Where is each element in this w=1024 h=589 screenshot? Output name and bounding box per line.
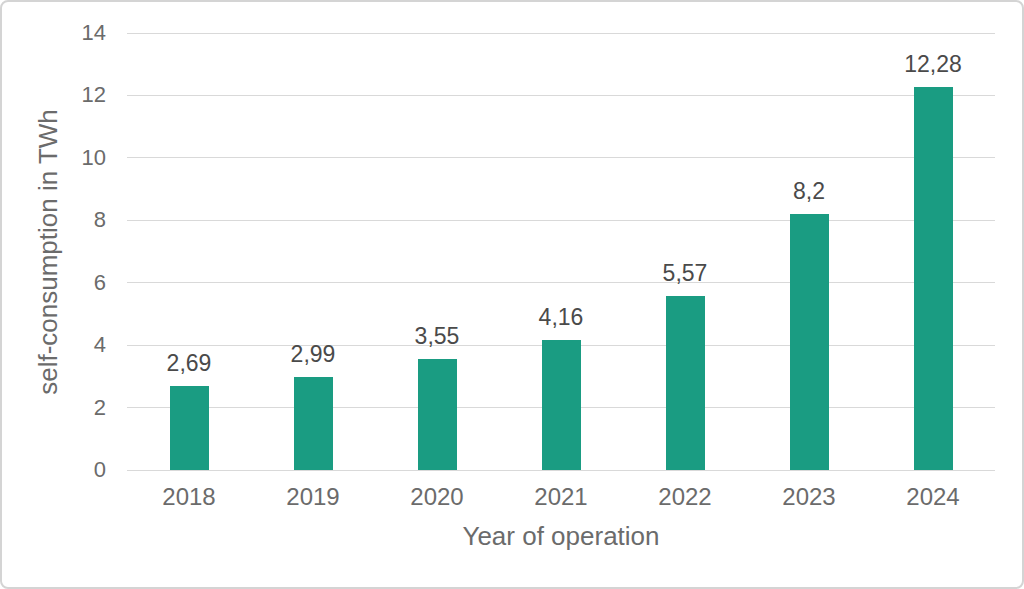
bar-chart-figure: self-consumption in TWh 024681012142,692… <box>0 0 1024 589</box>
y-tick-label-2: 2 <box>6 394 106 422</box>
y-tick-label-14: 14 <box>6 19 106 47</box>
gridline-y-12 <box>127 95 995 96</box>
y-tick-label-4: 4 <box>6 331 106 359</box>
x-axis-title: Year of operation <box>127 521 995 552</box>
bar-2024 <box>914 87 953 470</box>
gridline-y-10 <box>127 157 995 158</box>
y-tick-label-10: 10 <box>6 144 106 172</box>
data-label-2023: 8,2 <box>739 178 879 204</box>
data-label-2024: 12,28 <box>863 51 1003 77</box>
data-label-2021: 4,16 <box>491 304 631 330</box>
y-tick-label-8: 8 <box>6 206 106 234</box>
data-label-2020: 3,55 <box>367 323 507 349</box>
y-tick-label-6: 6 <box>6 269 106 297</box>
bar-2020 <box>418 359 457 470</box>
x-tick-label-2023: 2023 <box>747 482 871 512</box>
data-label-2018: 2,69 <box>119 350 259 376</box>
bar-2018 <box>170 386 209 470</box>
data-label-2019: 2,99 <box>243 341 383 367</box>
x-tick-label-2021: 2021 <box>499 482 623 512</box>
x-tick-label-2022: 2022 <box>623 482 747 512</box>
x-tick-label-2018: 2018 <box>127 482 251 512</box>
x-tick-label-2024: 2024 <box>871 482 995 512</box>
x-tick-label-2020: 2020 <box>375 482 499 512</box>
y-tick-label-0: 0 <box>6 456 106 484</box>
x-tick-label-2019: 2019 <box>251 482 375 512</box>
bar-2021 <box>542 340 581 470</box>
gridline-y-14 <box>127 33 995 34</box>
y-tick-label-12: 12 <box>6 81 106 109</box>
data-label-2022: 5,57 <box>615 260 755 286</box>
bar-2023 <box>790 214 829 470</box>
bar-2022 <box>666 296 705 470</box>
plot-area: 024681012142,6920182,9920193,5520204,162… <box>127 33 995 470</box>
bar-2019 <box>294 377 333 470</box>
gridline-y-8 <box>127 220 995 221</box>
gridline-y-6 <box>127 282 995 283</box>
